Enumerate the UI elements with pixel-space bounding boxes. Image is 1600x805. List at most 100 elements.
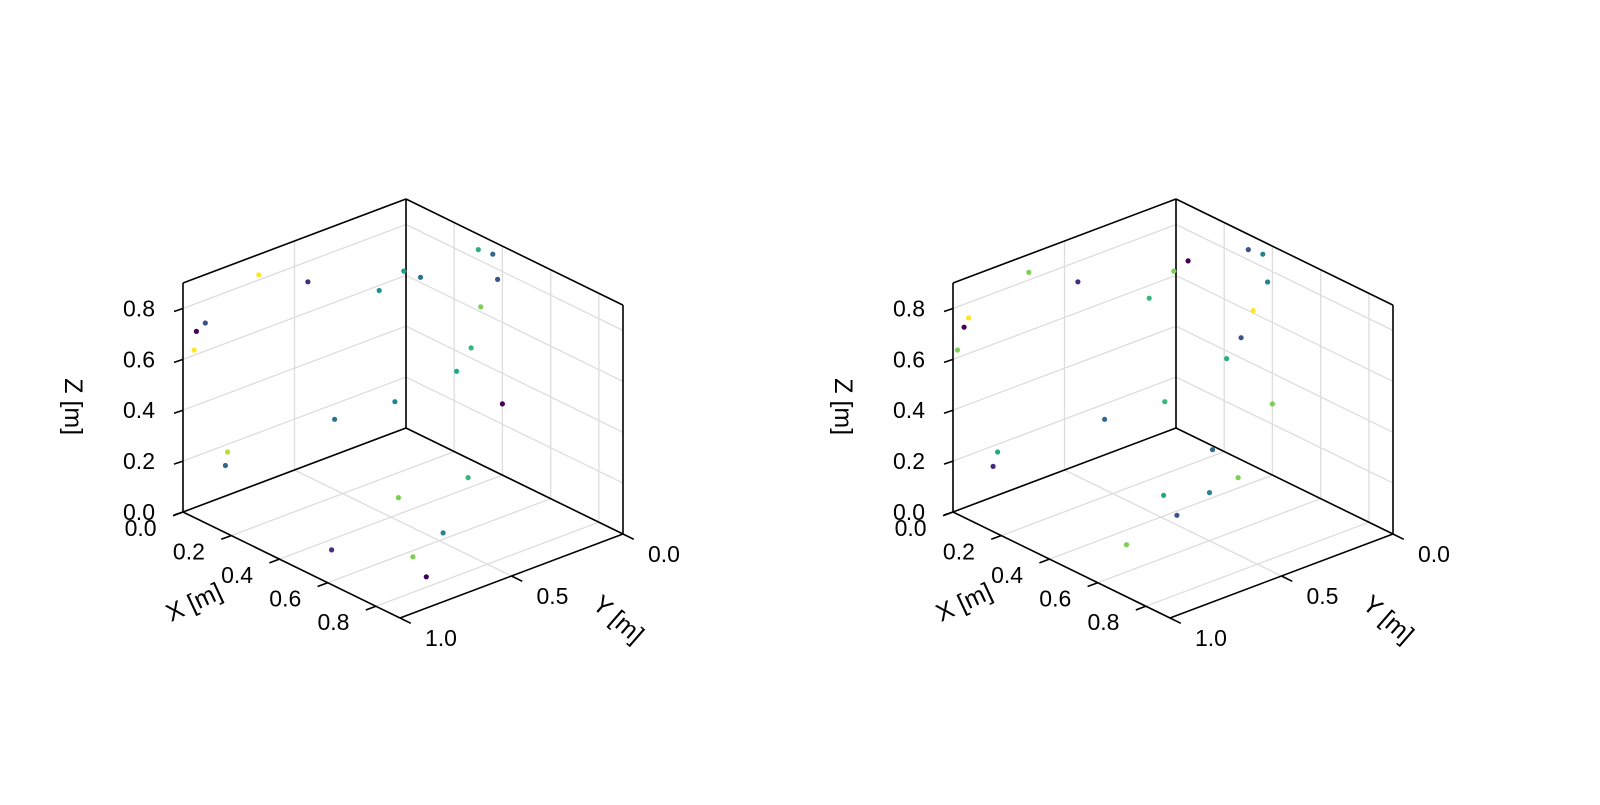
data-point [1123,542,1130,548]
y-tick-mark [1281,575,1293,583]
grid-line-xz-z [1175,274,1394,382]
y-tick-mark [511,575,523,583]
grid-line-yz-z [182,223,407,310]
data-point [329,547,335,553]
grid-line-xz-z [405,223,624,332]
data-point [990,463,996,469]
x-axis-label: X [m] [932,578,997,628]
data-point [1269,401,1275,407]
data-point [305,279,311,285]
data-point [225,449,231,455]
z-tick-label: 0.2 [123,448,155,474]
data-point [495,276,501,282]
data-point [1026,269,1032,275]
pane-edge [182,511,401,619]
y-tick-label: 0.0 [648,541,680,567]
z-tick-label: 0.2 [893,448,925,474]
x-tick-mark [317,581,328,588]
data-point [256,272,262,278]
data-point [1146,295,1152,301]
data-point [1206,490,1213,496]
x-tick-label: 0.8 [1088,609,1120,635]
grid-line-yz-z [182,274,407,361]
grid-line-xz-z [405,376,624,484]
x-tick-label: 0.0 [125,515,157,541]
grid-line-xz-z [405,274,624,382]
x-tick-mark [1087,581,1098,588]
y-tick-label: 1.0 [425,625,457,651]
data-point [961,324,967,330]
data-point [490,251,496,257]
grid-line-yz-z [182,376,407,462]
y-tick-label: 0.5 [1307,583,1339,609]
data-point [475,247,481,253]
y-axis-label: Y [m] [587,590,649,649]
y-tick-label: 0.0 [1418,541,1450,567]
pane-edge [952,511,1171,619]
x-tick-label: 0.6 [1039,586,1071,612]
x-tick-label: 0.4 [991,562,1023,588]
x-tick-mark [990,534,1002,541]
data-point [193,328,199,334]
z-tick-label: 0.4 [893,397,925,423]
x-tick-label: 0.4 [221,562,253,588]
x-tick-mark [365,605,377,611]
data-point [995,449,1001,455]
data-point [1171,268,1177,274]
data-point [332,416,338,422]
data-point [1075,279,1081,285]
grid-line-xz-z [405,325,624,433]
grid-line-xz-z [1175,325,1394,433]
data-point [191,347,197,353]
data-point [1162,399,1168,405]
data-point [966,315,972,321]
z-tick-mark [173,307,184,313]
data-point [222,462,228,469]
data-point [440,530,446,536]
data-point [1161,492,1167,498]
data-point [465,475,471,481]
data-point [1245,247,1251,253]
data-point [423,574,429,580]
x-tick-label: 0.6 [269,586,301,612]
x-tick-mark [220,534,232,541]
data-point [392,399,398,405]
z-tick-mark [943,307,954,313]
scatter3d-panel-left: 0.00.20.40.60.80.00.51.00.00.20.40.60.8 … [59,198,680,651]
pane-edge [952,427,1177,513]
x-tick-mark [1135,605,1147,611]
z-tick-label: 0.0 [123,499,155,525]
data-point [1209,447,1216,453]
y-tick-mark [1392,533,1405,541]
z-tick-label: 0.6 [123,346,155,372]
data-point [1174,512,1180,518]
data-point [1102,416,1108,422]
grid-line-yz-z [182,325,407,411]
z-tick-mark [943,511,954,516]
data-point [1250,307,1256,314]
y-axis-label: Y [m] [1357,590,1419,649]
y-tick-mark [1169,617,1182,625]
pane-edge [405,198,624,306]
z-tick-label: 0.6 [893,346,925,372]
y-tick-label: 0.5 [537,583,569,609]
pane-edge [1175,427,1394,535]
grid-line-xz-z [1175,376,1394,484]
z-tick-label: 0.8 [123,296,155,322]
x-tick-label: 0.2 [173,539,205,565]
z-tick-mark [173,460,184,465]
z-tick-mark [173,358,184,364]
z-tick-mark [943,409,954,414]
data-point [410,554,416,560]
pane-edge [405,427,624,535]
z-tick-label: 0.4 [123,397,155,423]
scatter3d-panel-right: 0.00.20.40.60.80.00.51.00.00.20.40.60.8 … [829,198,1450,651]
z-tick-mark [943,358,954,364]
z-axis-label: Z [m] [829,378,857,435]
data-point [1265,279,1271,285]
data-point [202,320,208,326]
data-point [954,347,961,353]
z-tick-mark [173,511,184,516]
